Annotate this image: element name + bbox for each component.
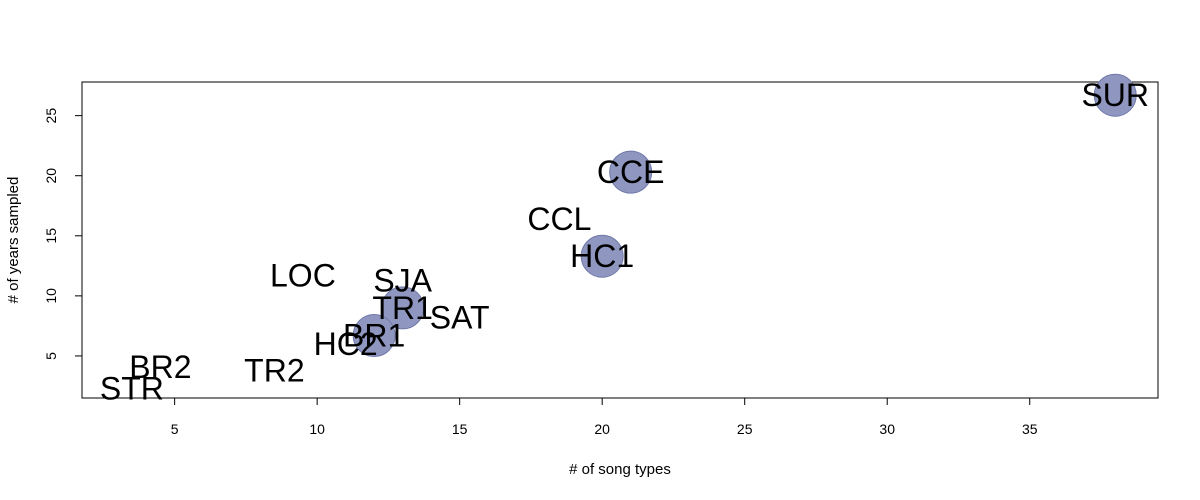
y-tick-label: 5 — [43, 352, 59, 360]
point-label-sur: SUR — [1081, 77, 1149, 113]
y-tick-label: 25 — [43, 108, 59, 124]
point-label-tr2: TR2 — [244, 352, 304, 388]
x-axis-title: # of song types — [569, 461, 671, 478]
x-tick-label: 25 — [737, 421, 753, 437]
point-label-sat: SAT — [430, 299, 490, 335]
point-label-hc2: HC2 — [314, 326, 378, 362]
point-label-br1: BR1 — [343, 318, 405, 354]
point-label-loc: LOC — [270, 257, 336, 293]
point-label-str: STR — [100, 370, 164, 406]
point-label-hc1: HC1 — [570, 238, 634, 274]
point-label-tr1: TR1 — [372, 290, 432, 326]
bubble-tr1 — [381, 286, 425, 330]
x-tick-label: 35 — [1022, 421, 1038, 437]
point-label-ccl: CCL — [527, 201, 591, 237]
x-tick-label: 10 — [309, 421, 325, 437]
x-tick-label: 5 — [171, 421, 179, 437]
bubble-hc1 — [580, 234, 624, 278]
point-label-cce: CCE — [597, 154, 665, 190]
bubble-layer — [352, 73, 1137, 358]
y-tick-label: 15 — [43, 228, 59, 244]
y-tick-label: 20 — [43, 168, 59, 184]
y-axis-title: # of years sampled — [5, 177, 22, 304]
bubble-cce — [609, 150, 653, 194]
x-tick-label: 30 — [879, 421, 895, 437]
bubble-sur — [1093, 73, 1137, 117]
y-tick-label: 10 — [43, 288, 59, 304]
x-tick-label: 15 — [452, 421, 468, 437]
point-label-br2: BR2 — [129, 349, 191, 385]
bubble-br1 — [352, 314, 396, 358]
x-axis: 5 10 15 20 25 30 35 — [171, 397, 1038, 437]
x-tick-label: 20 — [594, 421, 610, 437]
y-axis: 5 10 15 20 25 — [43, 108, 83, 360]
point-label-sja: SJA — [373, 262, 432, 298]
